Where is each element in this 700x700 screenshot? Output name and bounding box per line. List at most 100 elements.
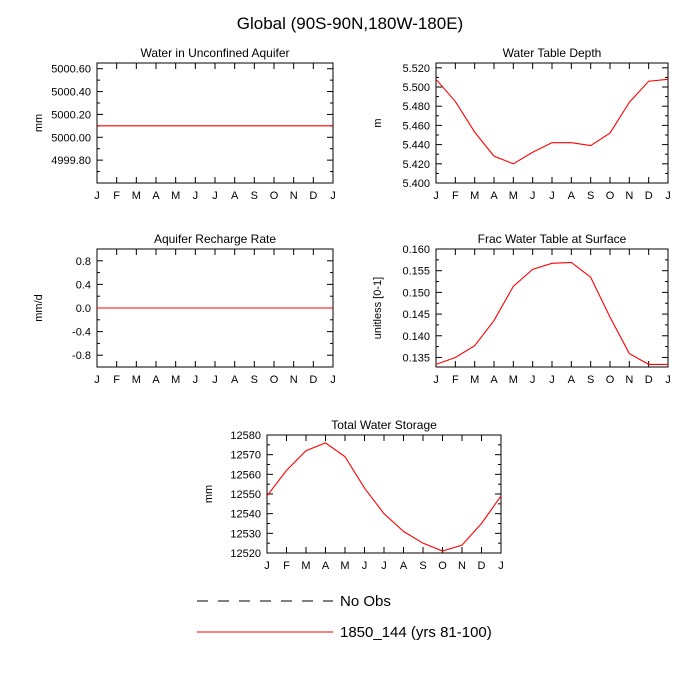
- x-tick-label: J: [212, 374, 218, 386]
- plot-frame: [96, 62, 334, 184]
- x-tick-label: M: [470, 190, 479, 202]
- x-tick-label: N: [290, 190, 298, 202]
- x-tick-label: M: [171, 374, 180, 386]
- panel-title: Frac Water Table at Surface: [478, 232, 627, 246]
- x-tick-label: J: [530, 190, 536, 202]
- chart-panel-5: Total Water Storage mm 12520 12530 12540 1255…: [203, 418, 504, 572]
- x-tick-label: O: [270, 374, 279, 386]
- x-tick-label: J: [362, 560, 368, 572]
- x-tick-label: D: [645, 190, 653, 202]
- y-tick-label: 5.520: [402, 63, 430, 75]
- x-tick-label: J: [193, 190, 199, 202]
- x-tick-label: M: [340, 560, 349, 572]
- x-tick-label: J: [193, 374, 199, 386]
- x-tick-label: J: [549, 190, 555, 202]
- chart-panel-2: Water Table Depth m 5.400 5.420 5.440 5.460 5.…: [372, 46, 671, 202]
- x-tick-label: J: [212, 190, 218, 202]
- x-tick-label: A: [400, 560, 408, 572]
- x-tick-label: J: [498, 560, 504, 572]
- panel-title: Water in Unconfined Aquifer: [141, 46, 290, 60]
- x-tick-label: A: [490, 190, 498, 202]
- x-tick-label: M: [470, 374, 479, 386]
- x-tick-label: J: [530, 374, 536, 386]
- series-line-1: [435, 261, 668, 365]
- series-line-1: [266, 442, 502, 552]
- y-tick-label: 4999.80: [51, 155, 91, 167]
- y-tick-label: 0.0: [76, 303, 91, 315]
- chart-panel-4: Frac Water Table at Surface unitless [0-1…: [372, 232, 671, 386]
- x-tick-label: N: [290, 374, 298, 386]
- x-tick-label: O: [270, 190, 279, 202]
- y-tick-label: 0.140: [402, 331, 430, 343]
- x-tick-label: M: [301, 560, 310, 572]
- legend-entry: 1850_144 (yrs 81-100): [197, 624, 492, 641]
- legend-entry: No Obs: [197, 593, 391, 610]
- x-tick-label: D: [645, 374, 653, 386]
- y-tick-label: 5.440: [402, 140, 430, 152]
- x-tick-label: A: [322, 560, 330, 572]
- x-tick-label: M: [132, 374, 141, 386]
- y-tick-label: 0.160: [402, 244, 430, 256]
- x-tick-label: S: [251, 190, 258, 202]
- x-tick-label: M: [509, 190, 518, 202]
- y-tick-label: 0.135: [402, 352, 430, 364]
- y-tick-label: 12560: [230, 469, 261, 481]
- y-tick-label: 5000.40: [51, 87, 91, 99]
- y-tick-label: 12520: [230, 548, 261, 560]
- y-tick-label: 0.150: [402, 287, 430, 299]
- x-tick-label: J: [433, 190, 439, 202]
- y-axis-label: m: [372, 118, 384, 127]
- x-tick-label: A: [568, 374, 576, 386]
- y-tick-label: 12550: [230, 489, 261, 501]
- y-tick-label: 5.420: [402, 159, 430, 171]
- x-tick-label: J: [433, 374, 439, 386]
- chart-panel-3: Aquifer Recharge Rate mm/d -0.8 -0.4 0.0 0.4 0…: [33, 232, 336, 386]
- x-tick-label: M: [171, 190, 180, 202]
- x-tick-label: S: [587, 374, 594, 386]
- figure-title: Global (90S-90N,180W-180E): [237, 14, 463, 33]
- x-tick-label: D: [309, 190, 317, 202]
- x-tick-label: J: [665, 190, 671, 202]
- x-tick-label: F: [113, 190, 120, 202]
- x-tick-label: J: [330, 374, 336, 386]
- chart-panels: Water in Unconfined Aquifer mm 4999.80 5000…: [33, 46, 671, 572]
- x-tick-label: J: [381, 560, 387, 572]
- x-tick-label: S: [419, 560, 426, 572]
- x-tick-label: S: [587, 190, 594, 202]
- x-tick-label: O: [438, 560, 447, 572]
- x-tick-label: F: [113, 374, 120, 386]
- x-tick-label: J: [94, 190, 100, 202]
- x-tick-label: F: [452, 374, 459, 386]
- plot-frame: [435, 248, 669, 368]
- legend-label: 1850_144 (yrs 81-100): [340, 624, 492, 641]
- x-tick-label: F: [452, 190, 459, 202]
- panel-title: Water Table Depth: [503, 46, 602, 60]
- x-tick-label: N: [625, 374, 633, 386]
- y-tick-label: 5000.60: [51, 64, 91, 76]
- y-tick-label: -0.8: [72, 350, 91, 362]
- x-tick-label: A: [568, 190, 576, 202]
- y-tick-label: 5.480: [402, 101, 430, 113]
- y-tick-label: 12580: [230, 430, 261, 442]
- x-tick-label: O: [606, 190, 615, 202]
- y-tick-label: 5.460: [402, 120, 430, 132]
- y-tick-label: 5.400: [402, 178, 430, 190]
- chart-panel-1: Water in Unconfined Aquifer mm 4999.80 5000…: [33, 46, 336, 202]
- y-tick-label: 12570: [230, 450, 261, 462]
- x-tick-label: D: [478, 560, 486, 572]
- y-tick-label: 12540: [230, 509, 261, 521]
- x-tick-label: S: [251, 374, 258, 386]
- x-tick-label: J: [549, 374, 555, 386]
- x-tick-label: A: [231, 374, 239, 386]
- y-axis-label: mm/d: [33, 294, 45, 322]
- x-tick-label: A: [152, 190, 160, 202]
- x-tick-label: N: [625, 190, 633, 202]
- y-tick-label: 0.155: [402, 266, 430, 278]
- y-tick-label: 5000.20: [51, 109, 91, 121]
- x-tick-label: J: [94, 374, 100, 386]
- y-tick-label: 12530: [230, 528, 261, 540]
- x-tick-label: M: [132, 190, 141, 202]
- plot-frame: [435, 62, 669, 184]
- y-tick-label: 0.8: [76, 256, 91, 268]
- panel-title: Aquifer Recharge Rate: [154, 232, 276, 246]
